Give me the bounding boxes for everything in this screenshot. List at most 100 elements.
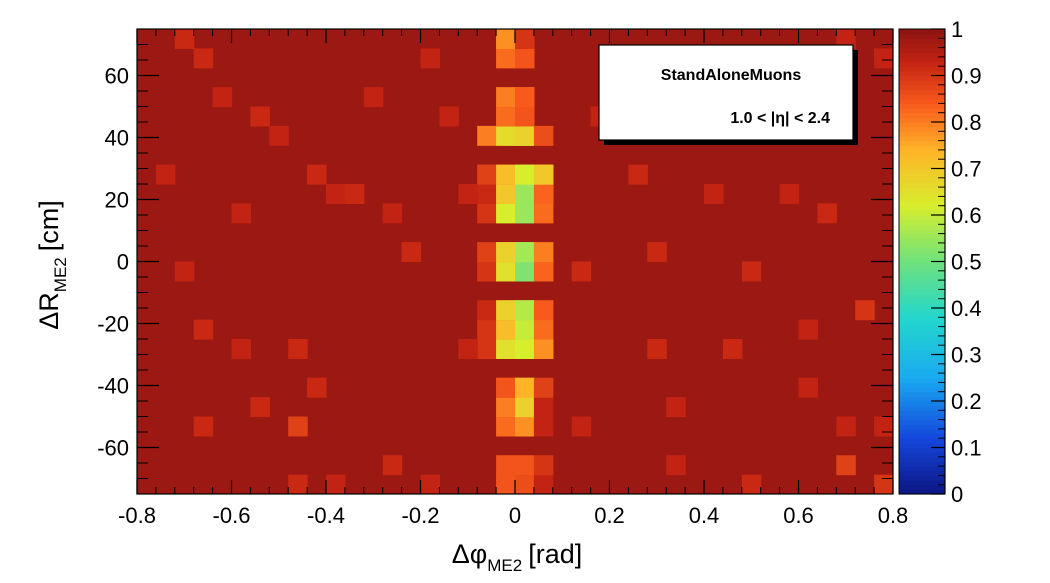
heatmap-cell — [515, 319, 535, 340]
color-bar-segment — [899, 52, 945, 58]
heatmap-cell — [855, 300, 875, 321]
heatmap-background-cell — [533, 145, 554, 166]
heatmap-background-cell — [590, 29, 611, 49]
heatmap-background-cell — [609, 416, 629, 437]
heatmap-background-cell — [855, 184, 875, 204]
heatmap-background-cell — [760, 280, 781, 301]
heatmap-background-cell — [609, 358, 629, 379]
heatmap-background-cell — [382, 280, 403, 301]
heatmap-background-cell — [363, 358, 384, 379]
heatmap-background-cell — [609, 339, 629, 359]
heatmap-background-cell — [269, 87, 289, 108]
heatmap-background-cell — [647, 184, 667, 204]
heatmap-background-cell — [552, 319, 573, 340]
heatmap-background-cell — [609, 455, 629, 476]
color-bar-tick-label: 1 — [951, 17, 963, 42]
heatmap-background-cell — [628, 242, 648, 263]
heatmap-background-cell — [609, 145, 629, 166]
heatmap-background-cell — [137, 455, 157, 476]
heatmap-background-cell — [363, 377, 384, 398]
heatmap-background-cell — [174, 455, 195, 476]
heatmap-background-cell — [174, 222, 195, 243]
heatmap-background-cell — [685, 474, 705, 494]
heatmap-background-cell — [174, 358, 195, 379]
heatmap-background-cell — [590, 242, 611, 263]
heatmap-background-cell — [836, 222, 856, 243]
heatmap-background-cell — [779, 435, 800, 456]
heatmap-background-cell — [609, 280, 629, 301]
color-bar-segment — [899, 117, 945, 123]
heatmap-background-cell — [779, 280, 800, 301]
heatmap-background-cell — [571, 29, 592, 49]
heatmap-background-cell — [307, 87, 327, 108]
heatmap-background-cell — [174, 164, 195, 185]
heatmap-background-cell — [439, 435, 459, 456]
heatmap-background-cell — [685, 164, 705, 185]
legend-title: StandAloneMuons — [661, 67, 802, 84]
heatmap-background-cell — [401, 280, 422, 301]
heatmap-background-cell — [363, 67, 384, 88]
color-bar-segment — [899, 303, 945, 309]
y-tick-label: -60 — [97, 436, 129, 461]
heatmap-background-cell — [420, 261, 440, 282]
heatmap-background-cell — [269, 48, 289, 69]
heatmap-background-cell — [836, 319, 856, 340]
heatmap-background-cell — [212, 261, 233, 282]
heatmap-background-cell — [685, 184, 705, 204]
color-bar-segment — [899, 256, 945, 263]
heatmap-background-cell — [722, 300, 743, 321]
heatmap-background-cell — [590, 358, 611, 379]
heatmap-background-cell — [571, 48, 592, 69]
heatmap-background-cell — [779, 455, 800, 476]
heatmap-background-cell — [760, 222, 781, 243]
heatmap-background-cell — [817, 319, 837, 340]
heatmap-background-cell — [382, 261, 403, 282]
heatmap-background-cell — [515, 145, 535, 166]
heatmap-background-cell — [741, 145, 762, 166]
heatmap-background-cell — [628, 261, 648, 282]
heatmap-cell — [288, 416, 308, 437]
heatmap-cell — [231, 339, 251, 359]
color-bar-segment — [899, 210, 945, 216]
heatmap-cell — [741, 261, 762, 282]
color-bar-tick-label: 0 — [951, 482, 963, 507]
heatmap-background-cell — [552, 29, 573, 49]
heatmap-background-cell — [571, 300, 592, 321]
heatmap-background-cell — [193, 87, 214, 108]
heatmap-background-cell — [836, 474, 856, 494]
color-bar-tick-label: 0.8 — [951, 110, 982, 135]
heatmap-background-cell — [458, 164, 478, 185]
heatmap-background-cell — [836, 203, 856, 224]
color-bar-segment — [899, 233, 945, 239]
heatmap-background-cell — [382, 416, 403, 437]
heatmap-background-cell — [326, 319, 346, 340]
heatmap-cell — [174, 29, 195, 49]
y-tick-label: 40 — [105, 126, 129, 151]
heatmap-background-cell — [231, 67, 251, 88]
heatmap-background-cell — [212, 339, 233, 359]
heatmap-background-cell — [798, 280, 818, 301]
heatmap-cell — [533, 164, 554, 185]
heatmap-background-cell — [666, 377, 686, 398]
heatmap-background-cell — [193, 435, 214, 456]
heatmap-background-cell — [647, 474, 667, 494]
heatmap-background-cell — [326, 145, 346, 166]
heatmap-background-cell — [628, 319, 648, 340]
heatmap-background-cell — [722, 222, 743, 243]
heatmap-background-cell — [477, 67, 497, 88]
heatmap-background-cell — [137, 67, 157, 88]
heatmap-background-cell — [496, 435, 516, 456]
heatmap-background-cell — [193, 203, 214, 224]
heatmap-background-cell — [552, 222, 573, 243]
heatmap-background-cell — [382, 184, 403, 204]
heatmap-background-cell — [307, 300, 327, 321]
heatmap-background-cell — [496, 145, 516, 166]
heatmap-background-cell — [212, 435, 233, 456]
heatmap-cell — [326, 184, 346, 204]
color-bar-segment — [899, 29, 945, 35]
color-bar-segment — [899, 196, 945, 202]
heatmap-background-cell — [174, 300, 195, 321]
heatmap-background-cell — [382, 164, 403, 185]
heatmap-background-cell — [836, 339, 856, 359]
color-bar-segment — [899, 484, 945, 490]
